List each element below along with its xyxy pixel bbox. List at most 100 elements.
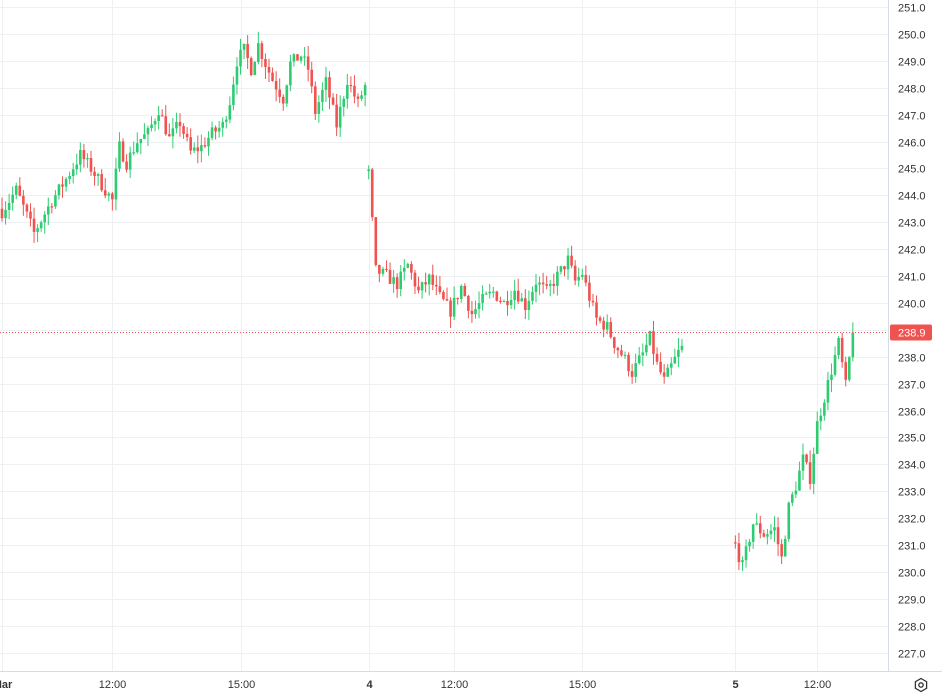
candle-body bbox=[192, 147, 196, 151]
time-tick-label: 15:00 bbox=[228, 679, 256, 691]
candle-body bbox=[342, 98, 346, 107]
candle-body bbox=[755, 523, 759, 525]
candle-body bbox=[613, 337, 616, 348]
candle-body bbox=[573, 265, 577, 281]
candle-body bbox=[805, 454, 808, 463]
price-tick-label: 238.0 bbox=[898, 353, 926, 365]
candle-body bbox=[495, 291, 499, 301]
candle-body bbox=[734, 542, 737, 544]
candle-body bbox=[847, 357, 851, 380]
candle-body bbox=[103, 190, 107, 196]
candle-body bbox=[125, 161, 128, 170]
candle-body bbox=[548, 283, 552, 286]
candle-body bbox=[673, 356, 677, 364]
candle-body bbox=[274, 81, 278, 90]
candle-body bbox=[313, 86, 317, 114]
candle-body bbox=[146, 128, 150, 135]
candle-body bbox=[0, 208, 4, 219]
candle-body bbox=[75, 164, 79, 170]
candle-body bbox=[506, 301, 509, 306]
candle-body bbox=[32, 218, 36, 232]
candle-body bbox=[36, 228, 39, 232]
time-tick-label: Mar bbox=[0, 679, 13, 691]
candle-body bbox=[246, 43, 249, 59]
candle-body bbox=[267, 66, 271, 73]
price-axis[interactable]: 251.0 250.0 249.0 248.0 247.0 246.0 245.0 244.0… bbox=[898, 3, 926, 661]
candle-body bbox=[737, 543, 741, 563]
candle-body bbox=[445, 299, 449, 301]
candle-body bbox=[260, 43, 264, 60]
candle-body bbox=[54, 195, 57, 207]
candle-body bbox=[545, 284, 548, 286]
candle-body bbox=[135, 143, 139, 153]
candle-body bbox=[420, 282, 424, 291]
price-tick-label: 240.0 bbox=[898, 299, 926, 311]
candle-body bbox=[570, 255, 573, 266]
candle-body bbox=[452, 297, 456, 317]
candle-body bbox=[552, 283, 556, 286]
candle-body bbox=[602, 320, 605, 330]
candle-body bbox=[470, 310, 474, 315]
candle-body bbox=[477, 303, 481, 310]
candle-body bbox=[107, 193, 111, 196]
candle-body bbox=[751, 524, 755, 542]
candle-body bbox=[534, 284, 538, 292]
candle-body bbox=[780, 544, 783, 557]
candle-body bbox=[22, 195, 25, 205]
candle-body bbox=[459, 285, 463, 299]
candle-body bbox=[14, 185, 18, 195]
candle-body bbox=[741, 560, 744, 563]
candle-body bbox=[118, 141, 121, 169]
candle-body bbox=[502, 301, 506, 303]
candle-body bbox=[620, 350, 623, 356]
candle-body bbox=[456, 297, 459, 300]
time-tick-label: 12:00 bbox=[441, 679, 469, 691]
candle-body bbox=[424, 282, 427, 285]
candle-body bbox=[659, 361, 662, 373]
candle-body bbox=[808, 462, 812, 484]
candle-body bbox=[467, 295, 470, 311]
candle-body bbox=[577, 276, 581, 281]
candle-body bbox=[406, 263, 410, 268]
candle-body bbox=[200, 145, 203, 152]
price-tick-label: 249.0 bbox=[898, 57, 926, 69]
candle-body bbox=[773, 527, 776, 531]
candle-body bbox=[524, 298, 527, 310]
price-tick-label: 236.0 bbox=[898, 407, 926, 419]
candle-body bbox=[207, 137, 210, 147]
candle-body bbox=[378, 264, 381, 274]
candle-body bbox=[292, 54, 296, 62]
candle-body bbox=[758, 523, 762, 534]
candle-body bbox=[7, 202, 11, 210]
candle-body bbox=[178, 121, 182, 127]
candle-body bbox=[121, 141, 125, 162]
candle-body bbox=[627, 354, 630, 372]
candles bbox=[0, 31, 855, 572]
candle-body bbox=[346, 84, 349, 99]
price-tick-label: 241.0 bbox=[898, 272, 926, 284]
candle-body bbox=[214, 127, 217, 132]
candle-body bbox=[605, 322, 609, 330]
candle-body bbox=[830, 374, 833, 380]
price-tick-label: 231.0 bbox=[898, 541, 926, 553]
grid bbox=[0, 0, 888, 671]
candle-body bbox=[833, 355, 837, 375]
candle-body bbox=[68, 176, 71, 179]
candle-body bbox=[488, 291, 492, 294]
price-tick-label: 251.0 bbox=[898, 3, 926, 15]
candle-body bbox=[335, 104, 338, 128]
candle-body bbox=[801, 454, 805, 471]
settings-gear-icon[interactable] bbox=[910, 674, 932, 696]
candle-body bbox=[819, 415, 823, 422]
candle-body bbox=[851, 332, 855, 358]
candle-body bbox=[235, 66, 239, 85]
candle-body bbox=[748, 541, 751, 547]
candle-body bbox=[367, 169, 370, 172]
candle-body bbox=[531, 291, 534, 301]
time-axis[interactable]: Mar 12:00 15:00 4 12:00 15:00 5 12:00 bbox=[0, 679, 831, 691]
candle-body bbox=[538, 282, 541, 285]
candle-body bbox=[232, 84, 235, 106]
candle-body bbox=[844, 362, 848, 380]
candle-body bbox=[435, 284, 438, 287]
candle-body bbox=[196, 147, 200, 152]
